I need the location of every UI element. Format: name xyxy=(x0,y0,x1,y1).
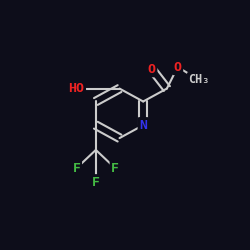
Text: F: F xyxy=(92,176,100,189)
Text: O: O xyxy=(174,60,182,74)
Text: F: F xyxy=(72,162,80,175)
Text: O: O xyxy=(148,63,156,76)
Text: N: N xyxy=(139,119,147,132)
Text: F: F xyxy=(111,162,119,175)
Text: HO: HO xyxy=(68,82,84,95)
Text: CH₃: CH₃ xyxy=(188,74,210,86)
